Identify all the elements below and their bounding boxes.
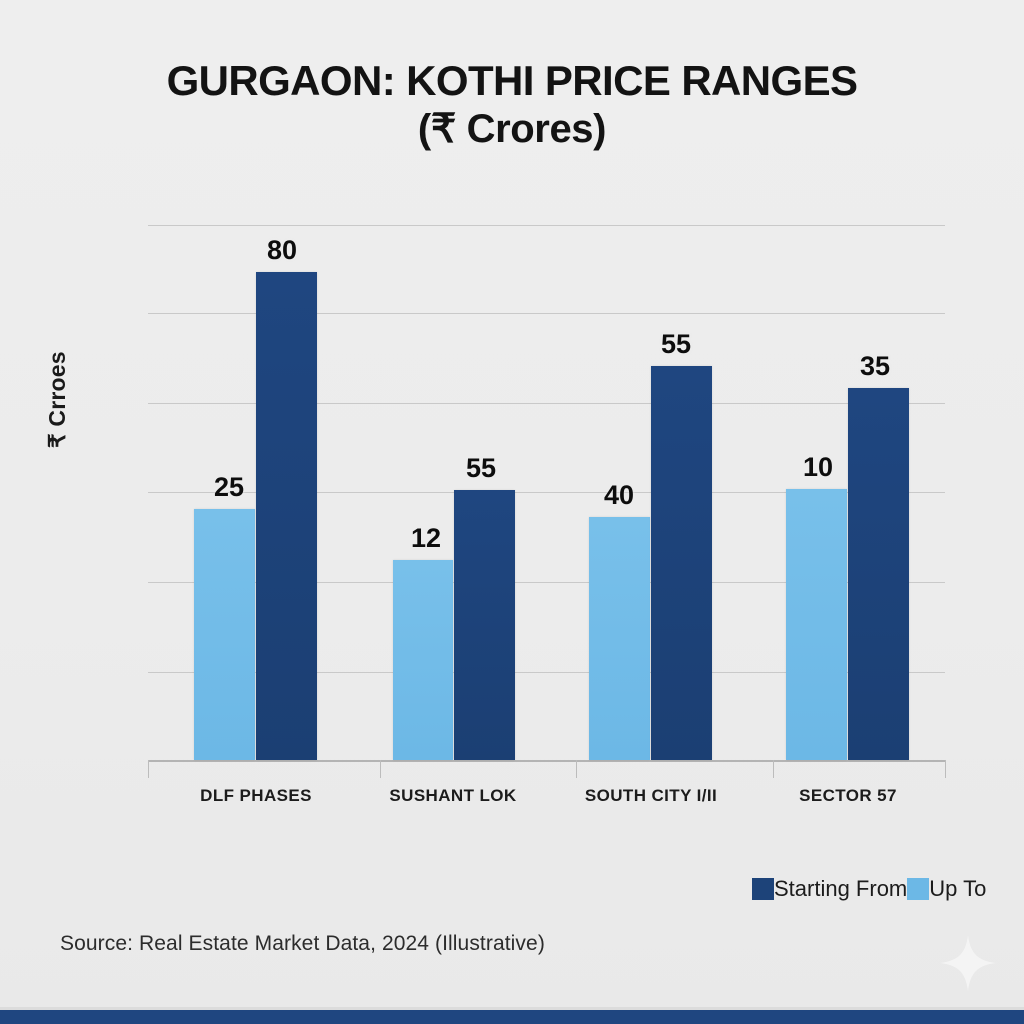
page-subtitle: (₹ Crores)	[417, 107, 607, 152]
category-tick	[148, 760, 149, 778]
bar-value-label: 35	[860, 351, 891, 381]
bar-starting-from[interactable]	[651, 366, 712, 760]
bar-value-label: 12	[411, 523, 442, 553]
category-tick	[380, 760, 381, 778]
chart-legend: Starting From Up To	[752, 878, 986, 900]
bar-value-label: 10	[803, 452, 834, 482]
y-axis-title: ₹ Crroes	[44, 351, 70, 448]
source-note: Source: Real Estate Market Data, 2024 (I…	[60, 932, 545, 955]
page-title: GURGAON: KOTHI PRICE RANGES	[166, 57, 858, 104]
x-axis-category-label: SUSHANT LOK	[389, 786, 517, 805]
bar-starting-from[interactable]	[454, 490, 515, 760]
bar-starting-from[interactable]	[848, 388, 909, 760]
category-tick	[576, 760, 577, 778]
x-axis-category-label: SECTOR 57	[799, 786, 897, 805]
bar-value-label: 25	[214, 472, 245, 502]
x-axis-category-label: SOUTH CITY I/II	[584, 786, 718, 805]
bar-up-to[interactable]	[589, 517, 650, 760]
chart-title-block: GURGAON: KOTHI PRICE RANGES (₹ Crores)	[0, 57, 1024, 152]
bar-value-label: 80	[267, 235, 298, 265]
gridline	[148, 313, 945, 314]
gridline	[148, 672, 945, 673]
sparkle-icon	[940, 935, 996, 991]
legend-swatch	[907, 878, 930, 900]
gridline	[148, 582, 945, 583]
footer-divider	[0, 1007, 1024, 1010]
legend-swatch	[752, 878, 774, 900]
bar-up-to[interactable]	[393, 560, 453, 760]
bar-value-label: 55	[466, 453, 497, 483]
x-axis-category-label: DLF PHASES	[200, 786, 312, 805]
bar-up-to[interactable]	[194, 509, 255, 760]
plot-area: 8070403020502580125540551035DLF PHASESSU…	[148, 225, 946, 805]
legend-label[interactable]: Up To	[929, 876, 987, 901]
bar-value-label: 40	[604, 480, 635, 510]
gridline	[148, 492, 945, 493]
footer-band	[0, 1010, 1024, 1024]
bar-up-to[interactable]	[786, 489, 847, 760]
category-tick	[945, 760, 946, 778]
category-tick	[773, 760, 774, 778]
legend-label[interactable]: Starting From	[774, 876, 908, 901]
gridline	[148, 403, 945, 404]
axis-baseline	[148, 760, 945, 762]
bar-value-label: 55	[661, 329, 692, 359]
gridline	[148, 225, 945, 226]
bar-starting-from[interactable]	[256, 272, 317, 760]
